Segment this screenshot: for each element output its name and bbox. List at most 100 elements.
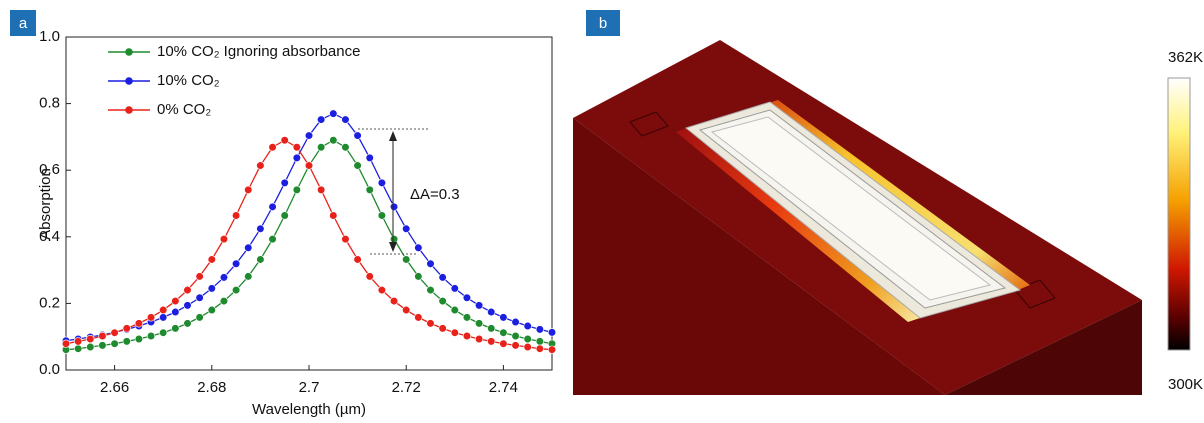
- data-point: [523, 334, 532, 344]
- data-point: [304, 161, 314, 170]
- data-point: [377, 285, 387, 295]
- data-point: [402, 305, 411, 315]
- data-point: [232, 285, 241, 295]
- panel-b: b 362K 300K: [573, 10, 1203, 395]
- data-point: [438, 273, 447, 282]
- data-point: [256, 255, 265, 264]
- y-tick-label: 0.6: [39, 161, 60, 178]
- data-point: [499, 328, 508, 337]
- data-point: [329, 211, 338, 220]
- colorbar-min-label: 300K: [1168, 376, 1203, 393]
- data-point: [462, 313, 472, 322]
- block-side: [945, 300, 1142, 395]
- data-point: [329, 136, 338, 145]
- data-point: [341, 115, 350, 124]
- data-point: [219, 273, 229, 282]
- data-point: [511, 331, 520, 341]
- legend-label: 10% CO₂ Ignoring absorbance: [157, 43, 360, 60]
- data-point: [523, 342, 532, 352]
- data-point: [183, 319, 192, 328]
- panel-label: b: [599, 15, 607, 32]
- data-point: [86, 334, 95, 344]
- data-point: [487, 307, 496, 317]
- data-point: [365, 153, 374, 162]
- data-point: [499, 339, 508, 348]
- data-point: [353, 255, 362, 264]
- data-point: [183, 285, 192, 295]
- y-tick-label: 0.2: [39, 294, 60, 311]
- legend-marker: [125, 106, 133, 114]
- data-point: [86, 342, 95, 352]
- data-point: [329, 109, 338, 118]
- data-point: [171, 296, 180, 306]
- data-point: [244, 272, 253, 281]
- data-point: [232, 211, 241, 220]
- data-point: [535, 344, 544, 353]
- data-point: [547, 328, 557, 337]
- data-point: [171, 307, 180, 317]
- data-point: [195, 293, 204, 302]
- data-point: [317, 115, 326, 124]
- data-point: [317, 185, 326, 194]
- panel-label: a: [19, 15, 28, 32]
- data-point: [389, 235, 399, 244]
- data-point: [317, 143, 326, 152]
- data-point: [438, 296, 447, 306]
- legend-marker: [125, 48, 133, 56]
- data-point: [74, 337, 83, 346]
- data-point: [110, 339, 119, 348]
- series-line: [65, 139, 553, 351]
- data-point: [159, 328, 168, 337]
- data-point: [511, 341, 520, 350]
- series-line: [65, 139, 553, 351]
- data-point: [280, 136, 289, 145]
- data-point: [475, 301, 484, 310]
- data-point: [450, 328, 459, 337]
- data-point: [487, 337, 496, 346]
- data-point: [414, 272, 423, 281]
- data-point: [462, 293, 472, 302]
- data-point: [341, 235, 350, 244]
- y-tick-label: 0.0: [39, 361, 60, 378]
- data-point: [377, 211, 387, 220]
- data-point: [98, 341, 107, 350]
- pad: [1014, 279, 1056, 309]
- data-point: [450, 284, 459, 293]
- data-point: [523, 321, 532, 331]
- legend-label: 0% CO₂: [157, 101, 211, 118]
- plot-area: 0.0 0.2 0.4 0.6 0.8 1.0 2.66 2.68 2.7 2.72 2.74 10%…: [39, 28, 557, 396]
- data-point: [232, 259, 241, 268]
- colorbar: [1167, 77, 1191, 351]
- data-point: [159, 305, 168, 315]
- data-point: [535, 325, 544, 334]
- legend-label: 10% CO₂: [157, 72, 220, 89]
- data-point: [219, 235, 229, 244]
- y-tick-label: 1.0: [39, 28, 60, 45]
- data-point: [183, 301, 192, 310]
- data-point: [110, 328, 119, 337]
- data-point: [146, 313, 156, 322]
- panel-label-box: [10, 10, 36, 36]
- data-point: [159, 313, 168, 322]
- data-point: [292, 153, 301, 162]
- data-point: [438, 324, 447, 333]
- data-point: [341, 143, 350, 152]
- data-point: [280, 178, 289, 187]
- y-tick-label: 0.4: [39, 228, 60, 245]
- data-point: [414, 243, 423, 252]
- data-point: [292, 185, 301, 194]
- data-point: [98, 331, 107, 341]
- y-tick-label: 0.8: [39, 95, 60, 112]
- data-point: [475, 334, 484, 344]
- data-point: [219, 296, 229, 306]
- data-point: [256, 224, 265, 233]
- panel-label-box: [586, 10, 620, 36]
- data-point: [122, 337, 131, 346]
- data-point: [402, 255, 411, 264]
- data-point: [195, 272, 204, 281]
- data-point: [475, 319, 484, 328]
- data-point: [280, 211, 289, 220]
- x-tick-label: 2.7: [299, 379, 320, 396]
- data-point: [511, 317, 520, 327]
- data-point: [426, 285, 435, 295]
